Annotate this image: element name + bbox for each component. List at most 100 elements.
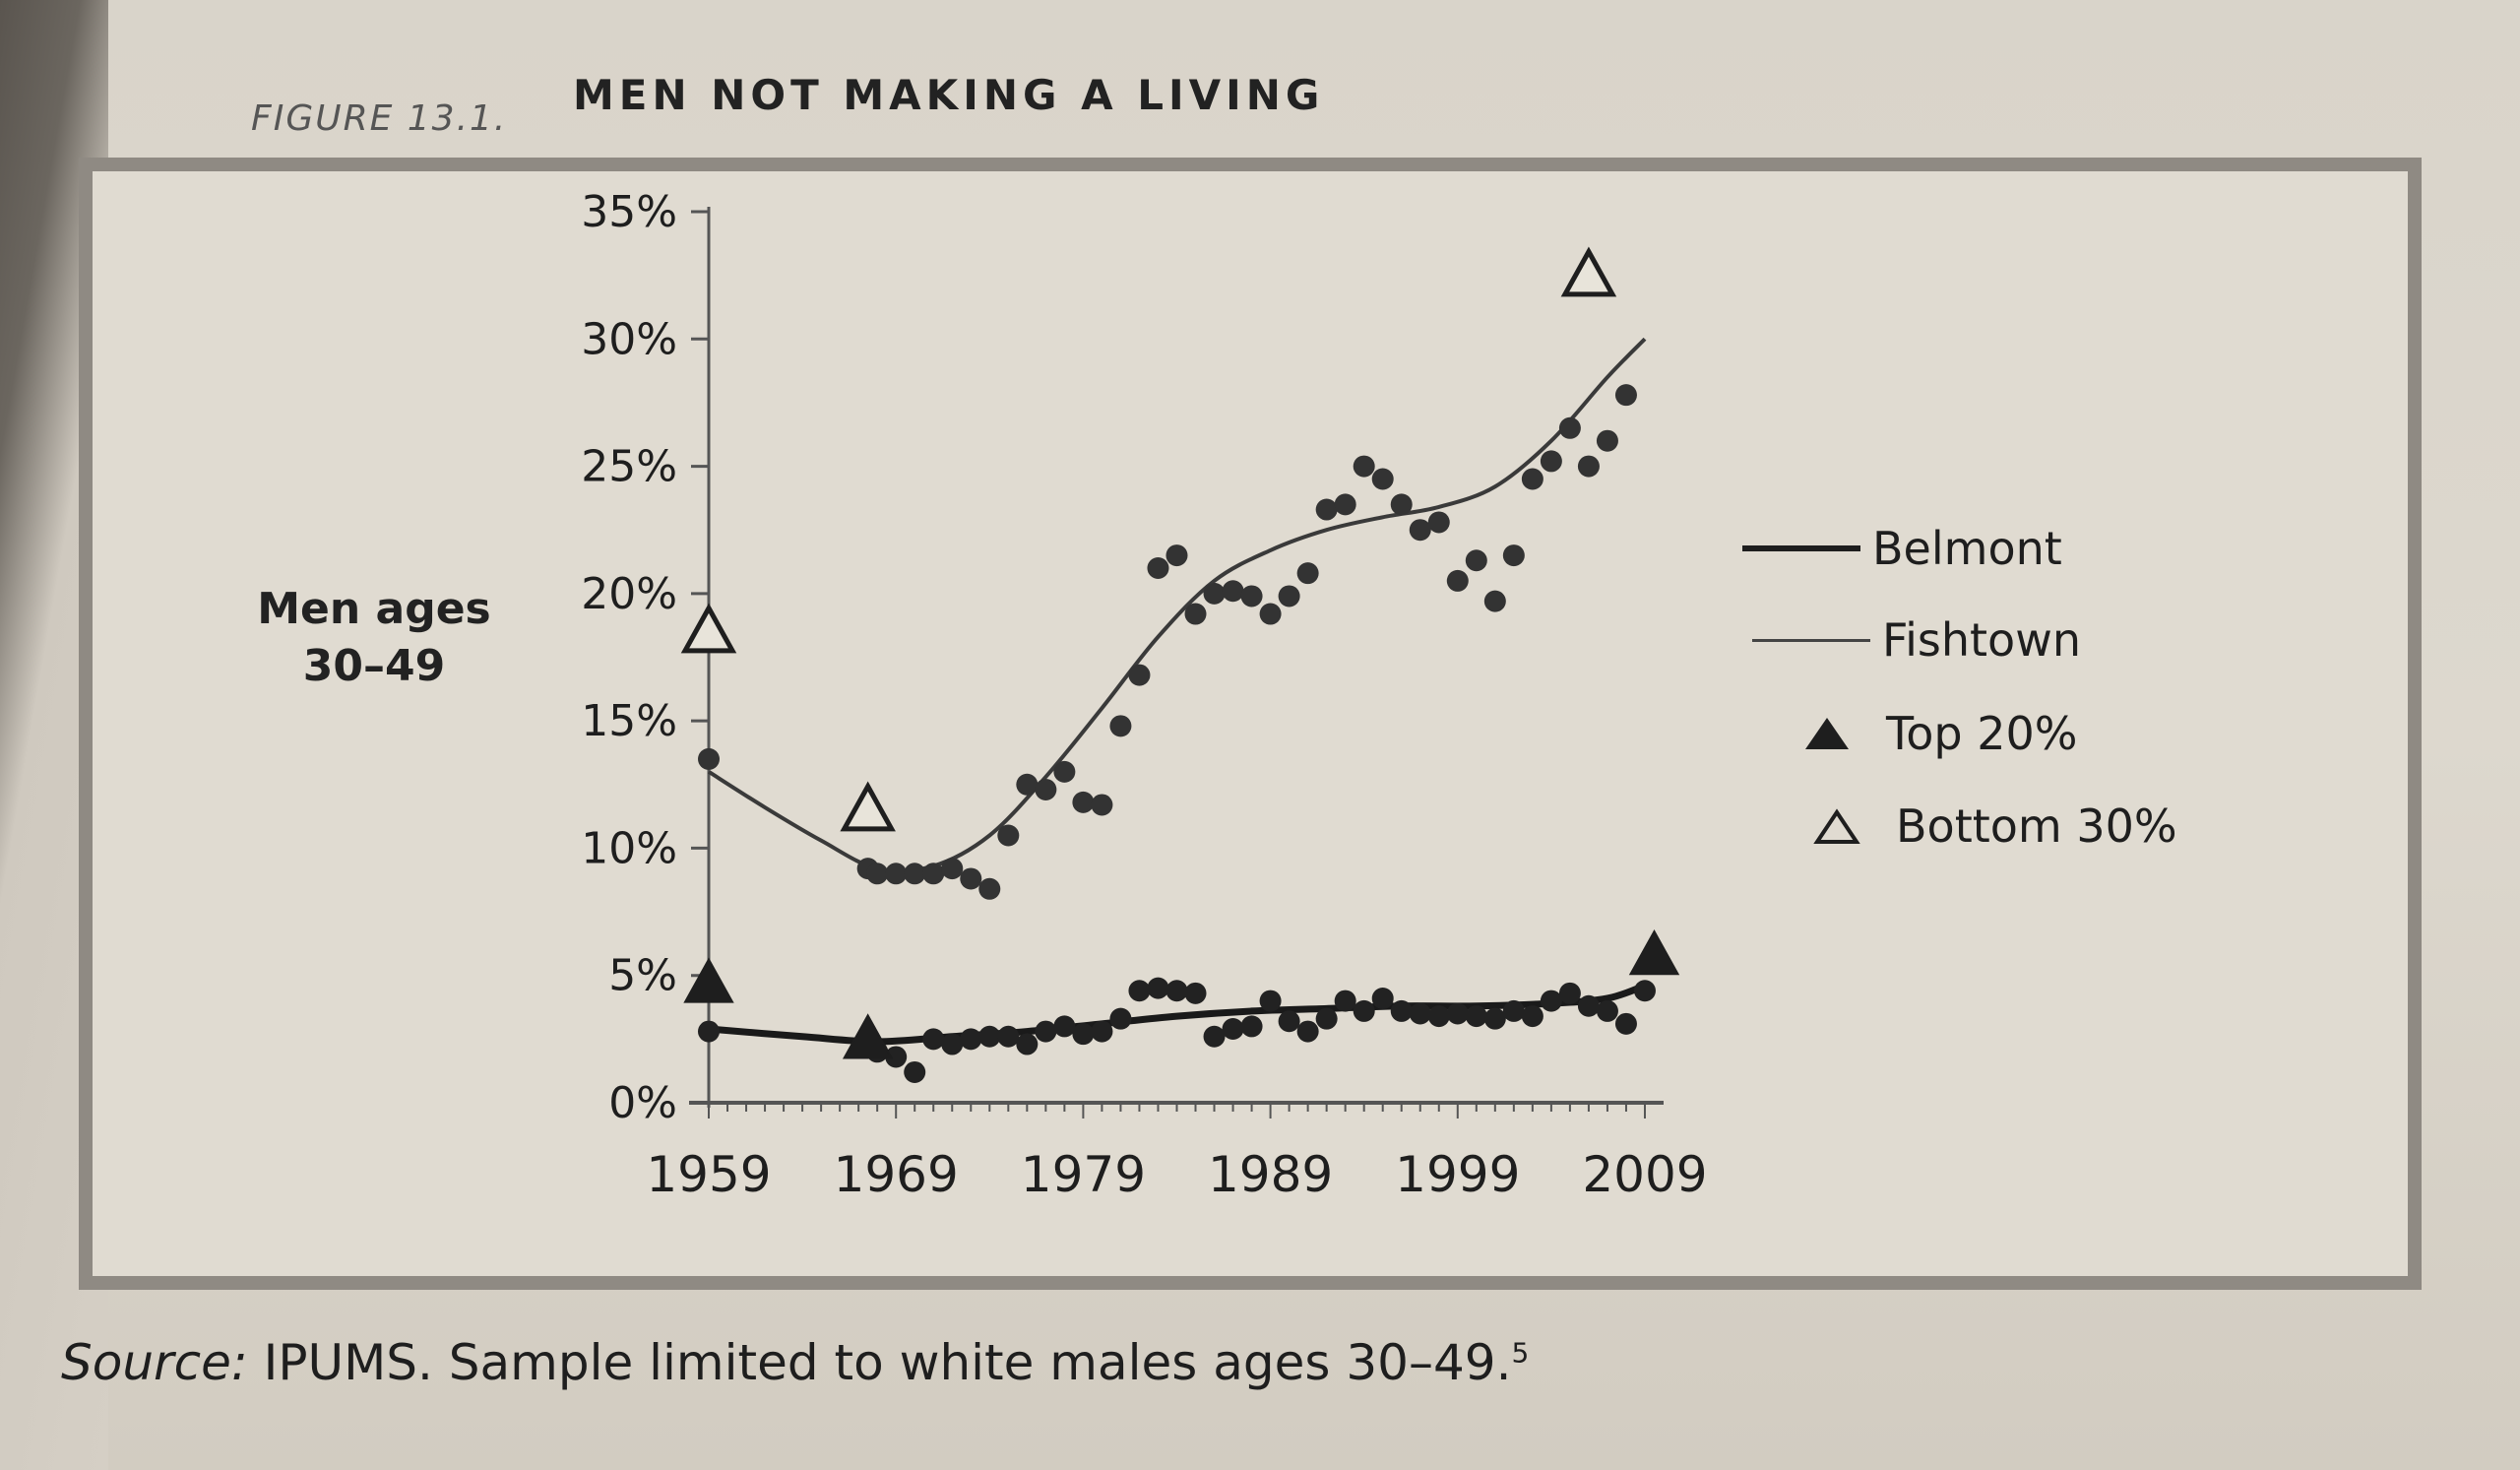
belmont-point — [1409, 1002, 1431, 1025]
bottom30-marker — [680, 603, 737, 654]
x-tick-label: 2009 — [1582, 1146, 1707, 1203]
fishtown-point — [1596, 429, 1618, 452]
fishtown-point — [866, 863, 889, 885]
x-tick-label: 1959 — [646, 1146, 771, 1203]
bottom30-marker — [1560, 246, 1617, 297]
source-note: Source: IPUMS. Sample limited to white m… — [61, 1334, 1529, 1391]
fishtown-point — [1558, 416, 1581, 439]
belmont-point — [1427, 1005, 1450, 1028]
source-footnote: 5 — [1511, 1336, 1530, 1370]
top20-marker — [683, 957, 734, 1003]
fishtown-point — [1203, 582, 1226, 605]
fishtown-point — [1222, 580, 1244, 603]
belmont-point — [922, 1028, 945, 1051]
legend-label-top20: Top 20% — [1886, 707, 2078, 760]
bottom30-marker — [840, 781, 896, 832]
top20-marker — [842, 1013, 894, 1059]
chart-axes: 0% 5% 10% 15% 20% 25% 30% 35% 1959 1969 1979 1989 19… — [581, 187, 1707, 1203]
belmont-point — [1558, 982, 1581, 1004]
fishtown-point — [1465, 549, 1487, 572]
fishtown-point — [1072, 791, 1095, 813]
belmont-point — [1091, 1020, 1113, 1043]
y-tick-label: 10% — [581, 823, 677, 873]
y-axis-label: Men ages 30–49 — [246, 581, 502, 695]
legend-item-top20: Top 20% — [1797, 707, 2078, 760]
y-axis-label-line1: Men ages — [257, 584, 491, 634]
legend-item-fishtown: Fishtown — [1752, 613, 2081, 667]
fishtown-legend-line — [1752, 638, 1870, 642]
y-tick-label: 20% — [581, 569, 677, 619]
y-tick-label: 15% — [581, 696, 677, 746]
belmont-point — [1371, 987, 1394, 1009]
fishtown-point — [1035, 778, 1057, 800]
open-triangle-icon — [1813, 808, 1860, 844]
belmont-point — [1072, 1023, 1095, 1046]
y-tick-label: 5% — [608, 951, 677, 1001]
fishtown-point — [1259, 603, 1282, 625]
fishtown-point — [1334, 493, 1356, 516]
belmont-point — [1222, 1018, 1244, 1041]
fishtown-point — [1371, 468, 1394, 490]
x-tick-label: 1979 — [1021, 1146, 1146, 1203]
legend-label-fishtown: Fishtown — [1882, 613, 2081, 667]
fishtown-point — [1315, 498, 1338, 521]
fishtown-point — [1577, 455, 1600, 478]
fishtown-point — [1166, 544, 1188, 567]
belmont-point — [1465, 1005, 1487, 1028]
legend-item-belmont: Belmont — [1742, 522, 2062, 575]
belmont-point — [978, 1025, 1001, 1048]
fishtown-point — [1109, 715, 1132, 737]
belmont-point — [1053, 1015, 1076, 1038]
fishtown-point — [1128, 664, 1151, 686]
legend-label-bottom30: Bottom 30% — [1896, 799, 2177, 853]
belmont-point — [885, 1046, 908, 1068]
fishtown-point — [1353, 455, 1375, 478]
belmont-point — [1596, 999, 1618, 1022]
belmont-point — [1577, 994, 1600, 1017]
legend-label-belmont: Belmont — [1872, 522, 2062, 575]
y-axis-label-line2: 30–49 — [302, 641, 446, 691]
fishtown-point — [1184, 603, 1207, 625]
belmont-point — [1446, 1002, 1469, 1025]
belmont-point — [1483, 1007, 1506, 1030]
y-tick-label: 30% — [581, 314, 677, 364]
fishtown-point — [978, 877, 1001, 900]
belmont-point — [1502, 999, 1525, 1022]
belmont-point — [1147, 977, 1169, 999]
belmont-point — [1109, 1007, 1132, 1030]
chart-marks — [680, 246, 1680, 1083]
belmont-point — [1353, 999, 1375, 1022]
fishtown-point — [1147, 557, 1169, 579]
belmont-point — [1390, 999, 1413, 1022]
belmont-point — [698, 1020, 720, 1043]
x-tick-label: 1999 — [1395, 1146, 1520, 1203]
legend-item-bottom30: Bottom 30% — [1807, 799, 2177, 853]
fishtown-point — [1390, 493, 1413, 516]
source-text: IPUMS. Sample limited to white males age… — [247, 1334, 1512, 1391]
fishtown-point — [1016, 773, 1039, 796]
fishtown-point — [1521, 468, 1544, 490]
belmont-point — [1315, 1007, 1338, 1030]
belmont-point — [960, 1028, 982, 1051]
belmont-point — [1633, 980, 1656, 1002]
fishtown-point — [922, 863, 945, 885]
fishtown-point — [997, 824, 1020, 847]
figure-label: FIGURE 13.1. — [251, 98, 508, 139]
y-tick-label: 25% — [581, 442, 677, 492]
filled-triangle-icon — [1805, 718, 1849, 749]
y-tick-label: 0% — [608, 1078, 677, 1128]
x-tick-label: 1969 — [834, 1146, 959, 1203]
belmont-point — [1614, 1012, 1637, 1035]
belmont-point — [1184, 982, 1207, 1004]
figure-title: MEN NOT MAKING A LIVING — [573, 71, 1325, 119]
belmont-legend-line — [1742, 545, 1860, 551]
belmont-point — [1540, 990, 1562, 1012]
belmont-point — [1240, 1015, 1263, 1038]
belmont-point — [1296, 1020, 1319, 1043]
belmont-point — [1016, 1033, 1039, 1055]
fishtown-point — [1409, 519, 1431, 542]
fishtown-point — [904, 863, 926, 885]
fishtown-point — [1278, 585, 1300, 607]
belmont-point — [1259, 990, 1282, 1012]
fishtown-point — [1614, 384, 1637, 407]
